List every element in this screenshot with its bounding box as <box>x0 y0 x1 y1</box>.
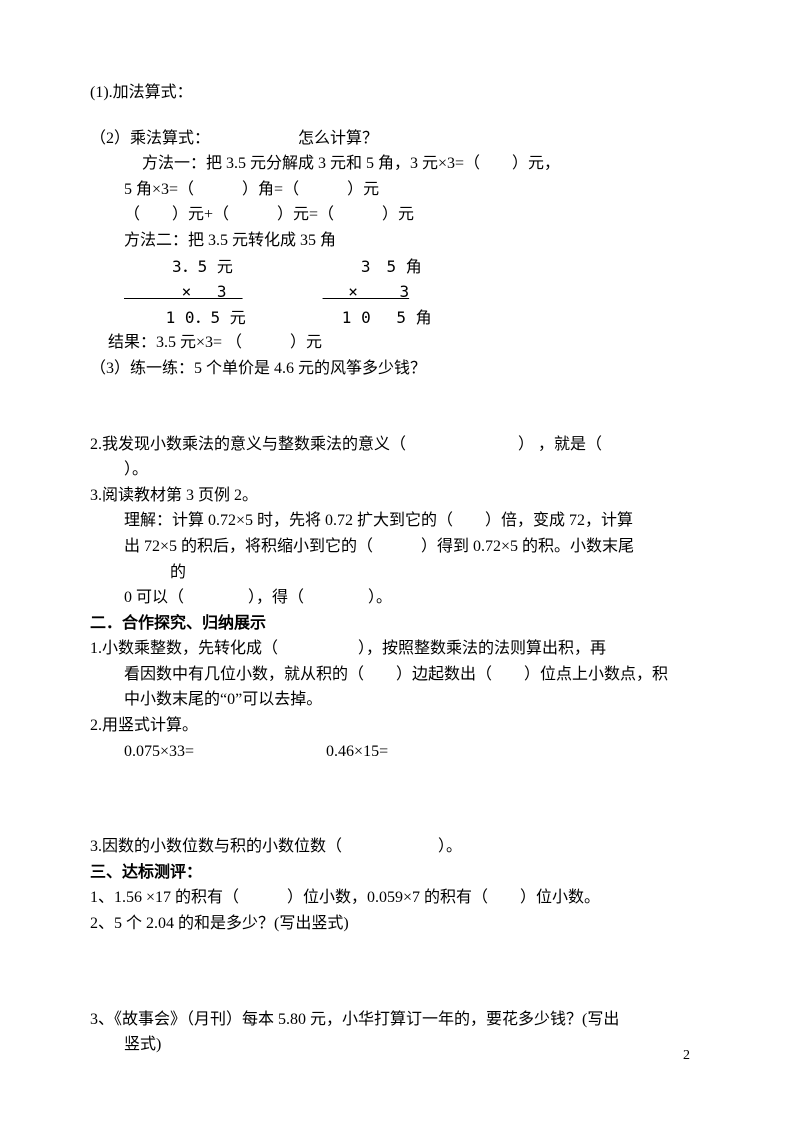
b3-line: 3.因数的小数位数与积的小数位数（ ）。 <box>90 834 710 860</box>
q3-line-b: 理解：计算 0.72×5 时，先将 0.72 扩大到它的（ ）倍，变成 72，计… <box>90 508 710 534</box>
section-c-title: 三、达标测评： <box>90 860 710 886</box>
b1-line-c: 中小数末尾的“0”可以去掉。 <box>90 687 710 713</box>
result-line: 结果：3.5 元×3= （ ）元 <box>90 330 710 356</box>
vertical-calc-row1: 3．5 元 3 5 角 <box>90 254 710 280</box>
calc-underline-b: × 3 <box>323 282 410 301</box>
b2-line-a: 2.用竖式计算。 <box>90 713 710 739</box>
practice-line: （3）练一练：5 个单价是 4.6 元的风筝多少钱？ <box>90 356 710 382</box>
vertical-calc-row2: × 3 × 3 <box>90 279 710 305</box>
item-1-addition: (1).加法算式： <box>90 80 710 106</box>
calc-spacer <box>243 282 323 301</box>
method2-line1: 方法二：把 3.5 元转化成 35 角 <box>90 228 710 254</box>
item-2-mult: （2）乘法算式： 怎么计算？ <box>90 126 710 152</box>
c2-line: 2、5 个 2.04 的和是多少？(写出竖式) <box>90 911 710 937</box>
c3-line-a: 3、《故事会》（月刊）每本 5.80 元，小华打算订一年的，要花多少钱？(写出 <box>90 1007 710 1033</box>
method1-line3: （ ）元+（ ）元=（ ）元 <box>90 202 710 228</box>
c3-line-b: 竖式) <box>90 1032 710 1058</box>
q3-line-c: 出 72×5 的积后，将积缩小到它的（ ）得到 0.72×5 的积。小数末尾 <box>90 534 710 560</box>
b2-line-b: 0.075×33= 0.46×15= <box>90 739 710 765</box>
calc-underline-a: × 3 <box>124 282 243 301</box>
q2-line-b: ）。 <box>90 457 710 483</box>
vertical-calc-row3: 1 0．5 元 1 0 5 角 <box>90 305 710 331</box>
q3-line-e: 0 可以（ ），得（ ）。 <box>90 585 710 611</box>
method1-line1: 方法一：把 3.5 元分解成 3 元和 5 角，3 元×3=（ ）元， <box>90 151 710 177</box>
b1-line-a: 1.小数乘整数，先转化成（ ），按照整数乘法的法则算出积，再 <box>90 636 710 662</box>
method1-line2: 5 角×3=（ ）角=（ ）元 <box>90 177 710 203</box>
worksheet-page: (1).加法算式： （2）乘法算式： 怎么计算？ 方法一：把 3.5 元分解成 … <box>0 0 800 1098</box>
q3-line-a: 3.阅读教材第 3 页例 2。 <box>90 483 710 509</box>
q2-line-a: 2.我发现小数乘法的意义与整数乘法的意义（ ） ，就是（ <box>90 432 710 458</box>
page-number: 2 <box>683 1045 690 1067</box>
b1-line-b: 看因数中有几位小数，就从积的（ ）边起数出（ ）位点上小数点，积 <box>90 662 710 688</box>
section-b-title: 二．合作探究、归纳展示 <box>90 611 710 637</box>
q3-line-d: 的 <box>90 560 710 586</box>
c1-line: 1、1.56 ×17 的积有（ ）位小数，0.059×7 的积有（ ）位小数。 <box>90 885 710 911</box>
